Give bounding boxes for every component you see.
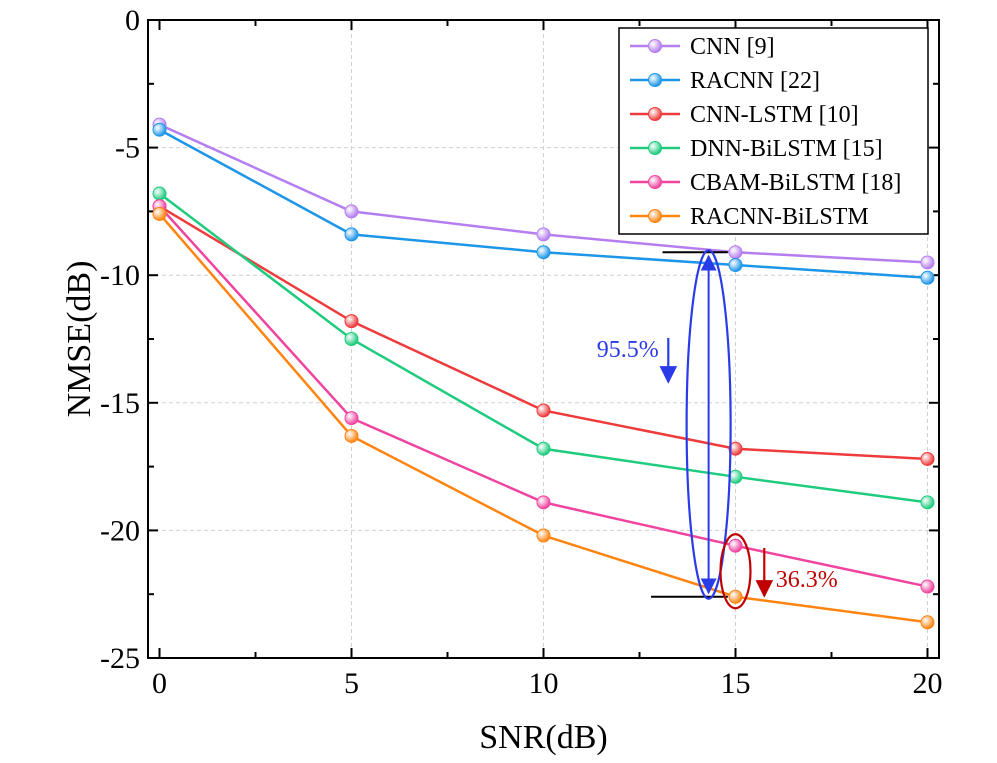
- data-point: [920, 255, 935, 270]
- data-point: [152, 122, 167, 137]
- legend-label: DNN-BiLSTM [15]: [690, 136, 883, 162]
- data-point: [344, 227, 359, 242]
- data-point: [536, 227, 551, 242]
- x-tick-label: 20: [912, 667, 942, 700]
- y-tick-label: -15: [100, 387, 140, 420]
- data-point: [920, 579, 935, 594]
- x-tick-label: 0: [152, 667, 167, 700]
- x-tick-label: 15: [720, 667, 750, 700]
- data-point: [536, 403, 551, 418]
- x-tick-label: 10: [529, 667, 559, 700]
- data-point: [920, 270, 935, 285]
- data-point: [344, 314, 359, 329]
- data-point: [920, 451, 935, 466]
- legend-label: CNN-LSTM [10]: [690, 102, 859, 128]
- data-point: [920, 615, 935, 630]
- data-point: [536, 441, 551, 456]
- legend-marker: [648, 141, 662, 155]
- data-point: [536, 245, 551, 260]
- data-point: [344, 411, 359, 426]
- data-point: [728, 245, 743, 260]
- legend-box: [618, 27, 929, 235]
- legend-label: RACNN [22]: [690, 68, 820, 94]
- y-axis-title: NMSE(dB): [61, 261, 98, 418]
- legend-label: CNN [9]: [690, 34, 775, 60]
- data-point: [728, 538, 743, 553]
- legend-marker: [648, 175, 662, 189]
- y-tick-label: -5: [115, 132, 140, 165]
- data-point: [344, 204, 359, 219]
- highlight-ellipse-red: [719, 533, 752, 610]
- legend-marker: [648, 209, 662, 223]
- highlight-ellipse-blue: [685, 249, 732, 600]
- data-point: [536, 528, 551, 543]
- legend-label: RACNN-BiLSTM: [690, 204, 869, 230]
- y-tick-label: -20: [100, 514, 140, 547]
- data-point: [344, 428, 359, 443]
- data-point: [344, 332, 359, 346]
- y-tick-label: 0: [125, 4, 140, 37]
- annotation-label-red: 36.3%: [776, 567, 838, 593]
- legend-marker: [648, 39, 662, 53]
- y-tick-label: -10: [100, 259, 140, 292]
- x-tick-label: 5: [344, 667, 359, 700]
- data-point: [152, 186, 167, 201]
- legend-marker: [648, 73, 662, 87]
- data-point: [728, 441, 743, 456]
- data-point: [728, 257, 743, 272]
- y-tick-label: -25: [100, 642, 140, 675]
- legend-label: CBAM-BiLSTM [18]: [690, 170, 901, 196]
- x-axis-title: SNR(dB): [479, 719, 607, 756]
- data-point: [152, 206, 167, 221]
- annotation-label-blue: 95.5%: [597, 337, 659, 363]
- data-point: [920, 495, 935, 510]
- data-point: [536, 495, 551, 510]
- data-point: [728, 589, 743, 604]
- data-point: [728, 469, 743, 484]
- legend-marker: [648, 107, 662, 121]
